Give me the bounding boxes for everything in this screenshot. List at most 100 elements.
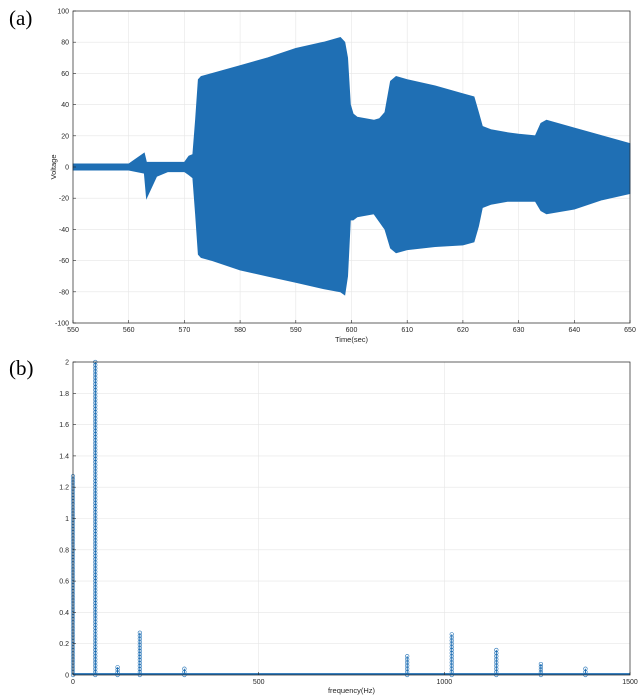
x-tick-label: 610: [401, 327, 413, 334]
y-tick-label: 0.4: [59, 610, 69, 617]
spectrum-marker: [93, 388, 98, 393]
spectrum-marker: [93, 578, 98, 584]
spectrum-marker: [405, 669, 410, 674]
y-tick-label: 1.6: [59, 422, 69, 429]
y-tick-label: 0.6: [59, 579, 69, 586]
spectrum-noise-floor: [73, 673, 630, 675]
spectrum-marker: [494, 647, 499, 653]
spectrum-marker: [93, 444, 98, 449]
spectrum-marker: [93, 572, 98, 577]
spectrum-marker: [137, 651, 142, 656]
spectrum-marker: [494, 669, 499, 674]
spectrum-marker: [93, 494, 98, 499]
spectrum-marker: [93, 600, 98, 606]
spectrum-marker: [137, 648, 142, 653]
spectrum-marker: [93, 447, 98, 452]
spectrum-marker: [93, 553, 98, 559]
spectrum-marker: [93, 519, 98, 524]
spectrum-marker: [93, 472, 98, 477]
spectrum-marker: [93, 500, 98, 505]
spectrum-marker: [93, 535, 98, 540]
spectrum-marker: [93, 532, 98, 537]
spectrum-marker: [583, 669, 588, 674]
y-axis-title: Voltage: [49, 154, 58, 179]
spectrum-marker: [93, 491, 98, 496]
x-tick-label: 0: [71, 679, 75, 686]
spectrum-marker: [93, 663, 98, 668]
spectrum-marker: [93, 650, 98, 656]
spectrum-marker: [494, 666, 499, 671]
x-tick-label: 560: [123, 327, 135, 334]
spectrum-marker: [93, 378, 98, 383]
spectrum-marker: [93, 475, 98, 480]
spectrum-marker: [93, 632, 98, 637]
spectrum-marker: [449, 650, 454, 656]
spectrum-marker: [494, 654, 499, 659]
x-axis-title: Time(sec): [335, 335, 369, 344]
spectrum-marker: [137, 639, 142, 644]
y-tick-label: -80: [59, 289, 69, 296]
spectrum-marker: [115, 667, 120, 672]
spectrum-marker: [93, 516, 98, 521]
spectrum-marker: [93, 450, 98, 455]
spectrum-marker: [405, 663, 410, 668]
spectrum-marker: [405, 657, 410, 662]
spectrum-marker: [449, 660, 454, 665]
spectrum-marker: [137, 657, 142, 663]
spectrum-marker: [93, 647, 98, 653]
spectrum-marker: [137, 645, 142, 650]
spectrum-marker: [494, 660, 499, 665]
spectrum-marker: [449, 666, 454, 671]
x-tick-label: 620: [457, 327, 469, 334]
spectrum-marker: [93, 503, 98, 509]
spectrum-marker: [93, 613, 98, 618]
spectrum-marker: [93, 575, 98, 581]
spectrum-marker: [137, 663, 142, 669]
x-tick-label: 630: [513, 327, 525, 334]
spectrum-marker: [93, 363, 98, 368]
spectrum-marker: [93, 641, 98, 646]
spectrum-marker: [93, 384, 98, 390]
spectrum-marker: [93, 469, 98, 474]
spectrum-marker: [137, 654, 142, 659]
spectrum-marker: [93, 413, 98, 418]
spectrum-marker: [93, 441, 98, 446]
spectrum-marker: [93, 657, 98, 662]
y-tick-label: 1.2: [59, 485, 69, 492]
spectrum-marker: [449, 635, 454, 640]
spectrum-marker: [93, 513, 98, 518]
x-tick-label: 500: [253, 679, 265, 686]
spectrum-marker: [93, 438, 98, 443]
spectrum-marker: [93, 406, 98, 412]
spectrum-marker: [93, 478, 98, 484]
spectrum-marker: [115, 665, 120, 670]
spectrum-marker: [93, 635, 98, 640]
panel-label-b: (b): [9, 356, 34, 380]
spectrum-marker: [449, 647, 454, 653]
spectrum-marker: [93, 460, 98, 465]
spectrum-marker: [93, 585, 98, 590]
y-tick-label: 1: [65, 516, 69, 523]
y-tick-label: 1.4: [59, 453, 69, 460]
spectrum-marker: [93, 453, 98, 459]
spectrum-marker: [93, 463, 98, 468]
spectrum-marker: [93, 381, 98, 387]
spectrum-marker: [93, 669, 98, 674]
spectrum-marker: [93, 422, 98, 427]
x-tick-label: 590: [290, 327, 302, 334]
spectrum-marker: [182, 669, 187, 674]
spectrum-marker: [405, 660, 410, 665]
y-tick-label: 80: [61, 40, 69, 47]
spectrum-marker: [93, 456, 98, 462]
x-tick-label: 600: [346, 327, 358, 334]
y-tick-label: 0: [65, 165, 69, 172]
y-tick-label: 20: [61, 133, 69, 140]
spectrum-marker: [449, 657, 454, 662]
y-tick-label: 60: [61, 71, 69, 78]
spectrum-marker: [405, 666, 410, 671]
spectrum-marker: [93, 638, 98, 643]
spectrum-marker: [93, 485, 98, 490]
spectrum-marker: [405, 654, 410, 659]
